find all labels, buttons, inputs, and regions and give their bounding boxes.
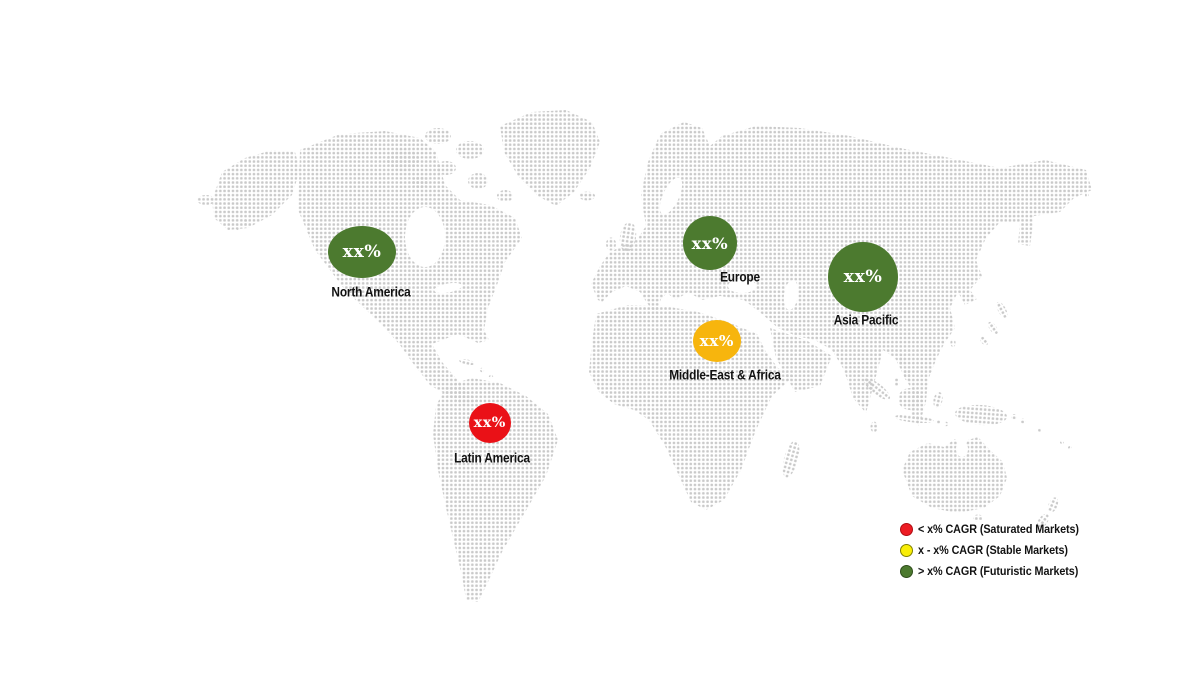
- bubble-latin-america[interactable]: xx%: [469, 403, 511, 443]
- landmass-indonesia: [863, 378, 1026, 427]
- landmass-caribbean: [459, 358, 494, 380]
- landmass-pacific-islands: [1038, 428, 1072, 450]
- label-europe: Europe: [720, 269, 760, 285]
- legend-label-stable: x - x% CAGR (Stable Markets): [918, 543, 1068, 557]
- baltic-sea: [659, 177, 683, 215]
- label-middle-east-africa: Middle-East & Africa: [669, 367, 781, 383]
- legend-dot-green: [900, 564, 913, 578]
- landmass-greenland: [500, 110, 600, 206]
- water-cutouts: [405, 177, 968, 457]
- landmass-bering-islands: [1077, 187, 1089, 197]
- legend-dot-yellow: [900, 543, 913, 557]
- caspian-sea: [783, 280, 799, 310]
- gulf-of-carpentaria: [956, 441, 968, 457]
- legend-dot-red: [900, 522, 913, 536]
- legend-item-saturated: < x% CAGR (Saturated Markets): [900, 522, 1097, 536]
- landmass-iceland: [579, 191, 595, 201]
- landmass-arabia: [770, 328, 832, 392]
- legend-label-saturated: < x% CAGR (Saturated Markets): [918, 522, 1079, 536]
- bubble-value-europe: xx%: [691, 233, 729, 253]
- bubble-value-asia-pacific: xx%: [843, 267, 883, 287]
- bubble-middle-east-africa[interactable]: xx%: [693, 320, 741, 362]
- label-asia-pacific: Asia Pacific: [833, 312, 899, 328]
- landmass-arctic-islands: [387, 128, 513, 202]
- legend-item-stable: x - x% CAGR (Stable Markets): [900, 543, 1097, 557]
- hudson-bay: [405, 207, 445, 267]
- bubble-value-latin-america: xx%: [473, 415, 507, 431]
- landmass-north-america: [298, 131, 522, 405]
- label-latin-america: Latin America: [454, 450, 530, 466]
- bubble-value-middle-east-africa: xx%: [699, 332, 735, 350]
- landmass-africa: [589, 305, 794, 510]
- landmass-alaska: [197, 150, 300, 231]
- landmass-south-america: [433, 378, 558, 602]
- label-north-america: North America: [331, 284, 411, 300]
- landmass-new-zealand: [1037, 497, 1059, 529]
- landmass-tasmania: [973, 514, 983, 522]
- bubble-asia-pacific[interactable]: xx%: [828, 242, 898, 312]
- landmass-madagascar: [782, 440, 800, 478]
- bubble-value-north-america: xx%: [342, 242, 382, 262]
- landmass-japan: [950, 301, 1008, 347]
- landmass-philippines: [894, 354, 910, 387]
- bubble-europe[interactable]: xx%: [683, 216, 737, 270]
- map-legend: < x% CAGR (Saturated Markets) x - x% CAG…: [900, 522, 1097, 578]
- landmass-sri-lanka: [870, 421, 878, 433]
- bubble-north-america[interactable]: xx%: [328, 226, 396, 278]
- landmass-australia: [902, 437, 1007, 513]
- legend-label-futuristic: > x% CAGR (Futuristic Markets): [918, 564, 1079, 578]
- legend-item-futuristic: > x% CAGR (Futuristic Markets): [900, 564, 1097, 578]
- black-sea: [728, 279, 756, 293]
- great-lakes: [434, 282, 462, 294]
